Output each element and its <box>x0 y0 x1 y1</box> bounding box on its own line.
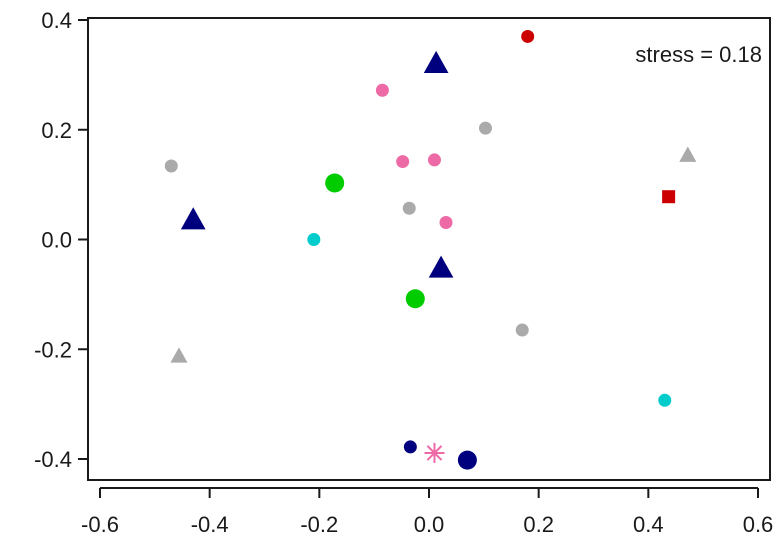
data-point-circle <box>164 159 178 173</box>
data-point-circle <box>402 201 416 215</box>
data-point-triangle <box>180 207 206 230</box>
data-point-triangle <box>170 347 188 363</box>
data-point-asterisk <box>424 442 445 463</box>
y-tick-label: 0.2 <box>41 118 72 143</box>
x-tick-label: 0.0 <box>414 512 445 537</box>
x-tick-label: 0.2 <box>523 512 554 537</box>
points-layer <box>164 29 697 470</box>
data-point-triangle <box>428 255 454 278</box>
data-point-circle <box>307 233 321 246</box>
data-point-circle <box>396 155 410 169</box>
data-point-circle <box>403 440 417 454</box>
x-tick-label: -0.4 <box>191 512 229 537</box>
data-point-circle <box>375 83 389 97</box>
x-tick-label: -0.2 <box>300 512 338 537</box>
y-tick-label: 0.4 <box>41 8 72 33</box>
x-tick-label: 0.4 <box>633 512 664 537</box>
x-tick-label: 0.6 <box>743 512 774 537</box>
y-tick-label: 0.0 <box>41 228 72 253</box>
data-point-circle <box>515 323 529 337</box>
plot-frame <box>87 17 771 481</box>
x-tick-label: -0.6 <box>81 512 119 537</box>
data-point-circle <box>478 121 492 135</box>
data-point-triangle <box>679 146 697 162</box>
data-point-circle <box>658 393 672 407</box>
data-point-circle <box>325 173 345 193</box>
data-point-circle <box>521 29 535 43</box>
stress-annotation: stress = 0.18 <box>635 42 762 67</box>
y-axis: -0.4 -0.2 0.0 0.2 0.4 <box>34 8 88 472</box>
y-tick-label: -0.2 <box>34 337 72 362</box>
data-point-square <box>662 190 676 204</box>
data-point-circle <box>439 215 453 229</box>
asterisk-stroke <box>426 445 443 461</box>
y-tick-label: -0.4 <box>34 447 72 472</box>
data-point-circle <box>457 450 477 470</box>
x-axis: -0.6 -0.4 -0.2 0.0 0.2 0.4 0.6 <box>81 487 774 537</box>
data-point-triangle <box>423 50 449 73</box>
data-point-circle <box>427 153 441 167</box>
data-point-circle <box>405 289 425 309</box>
